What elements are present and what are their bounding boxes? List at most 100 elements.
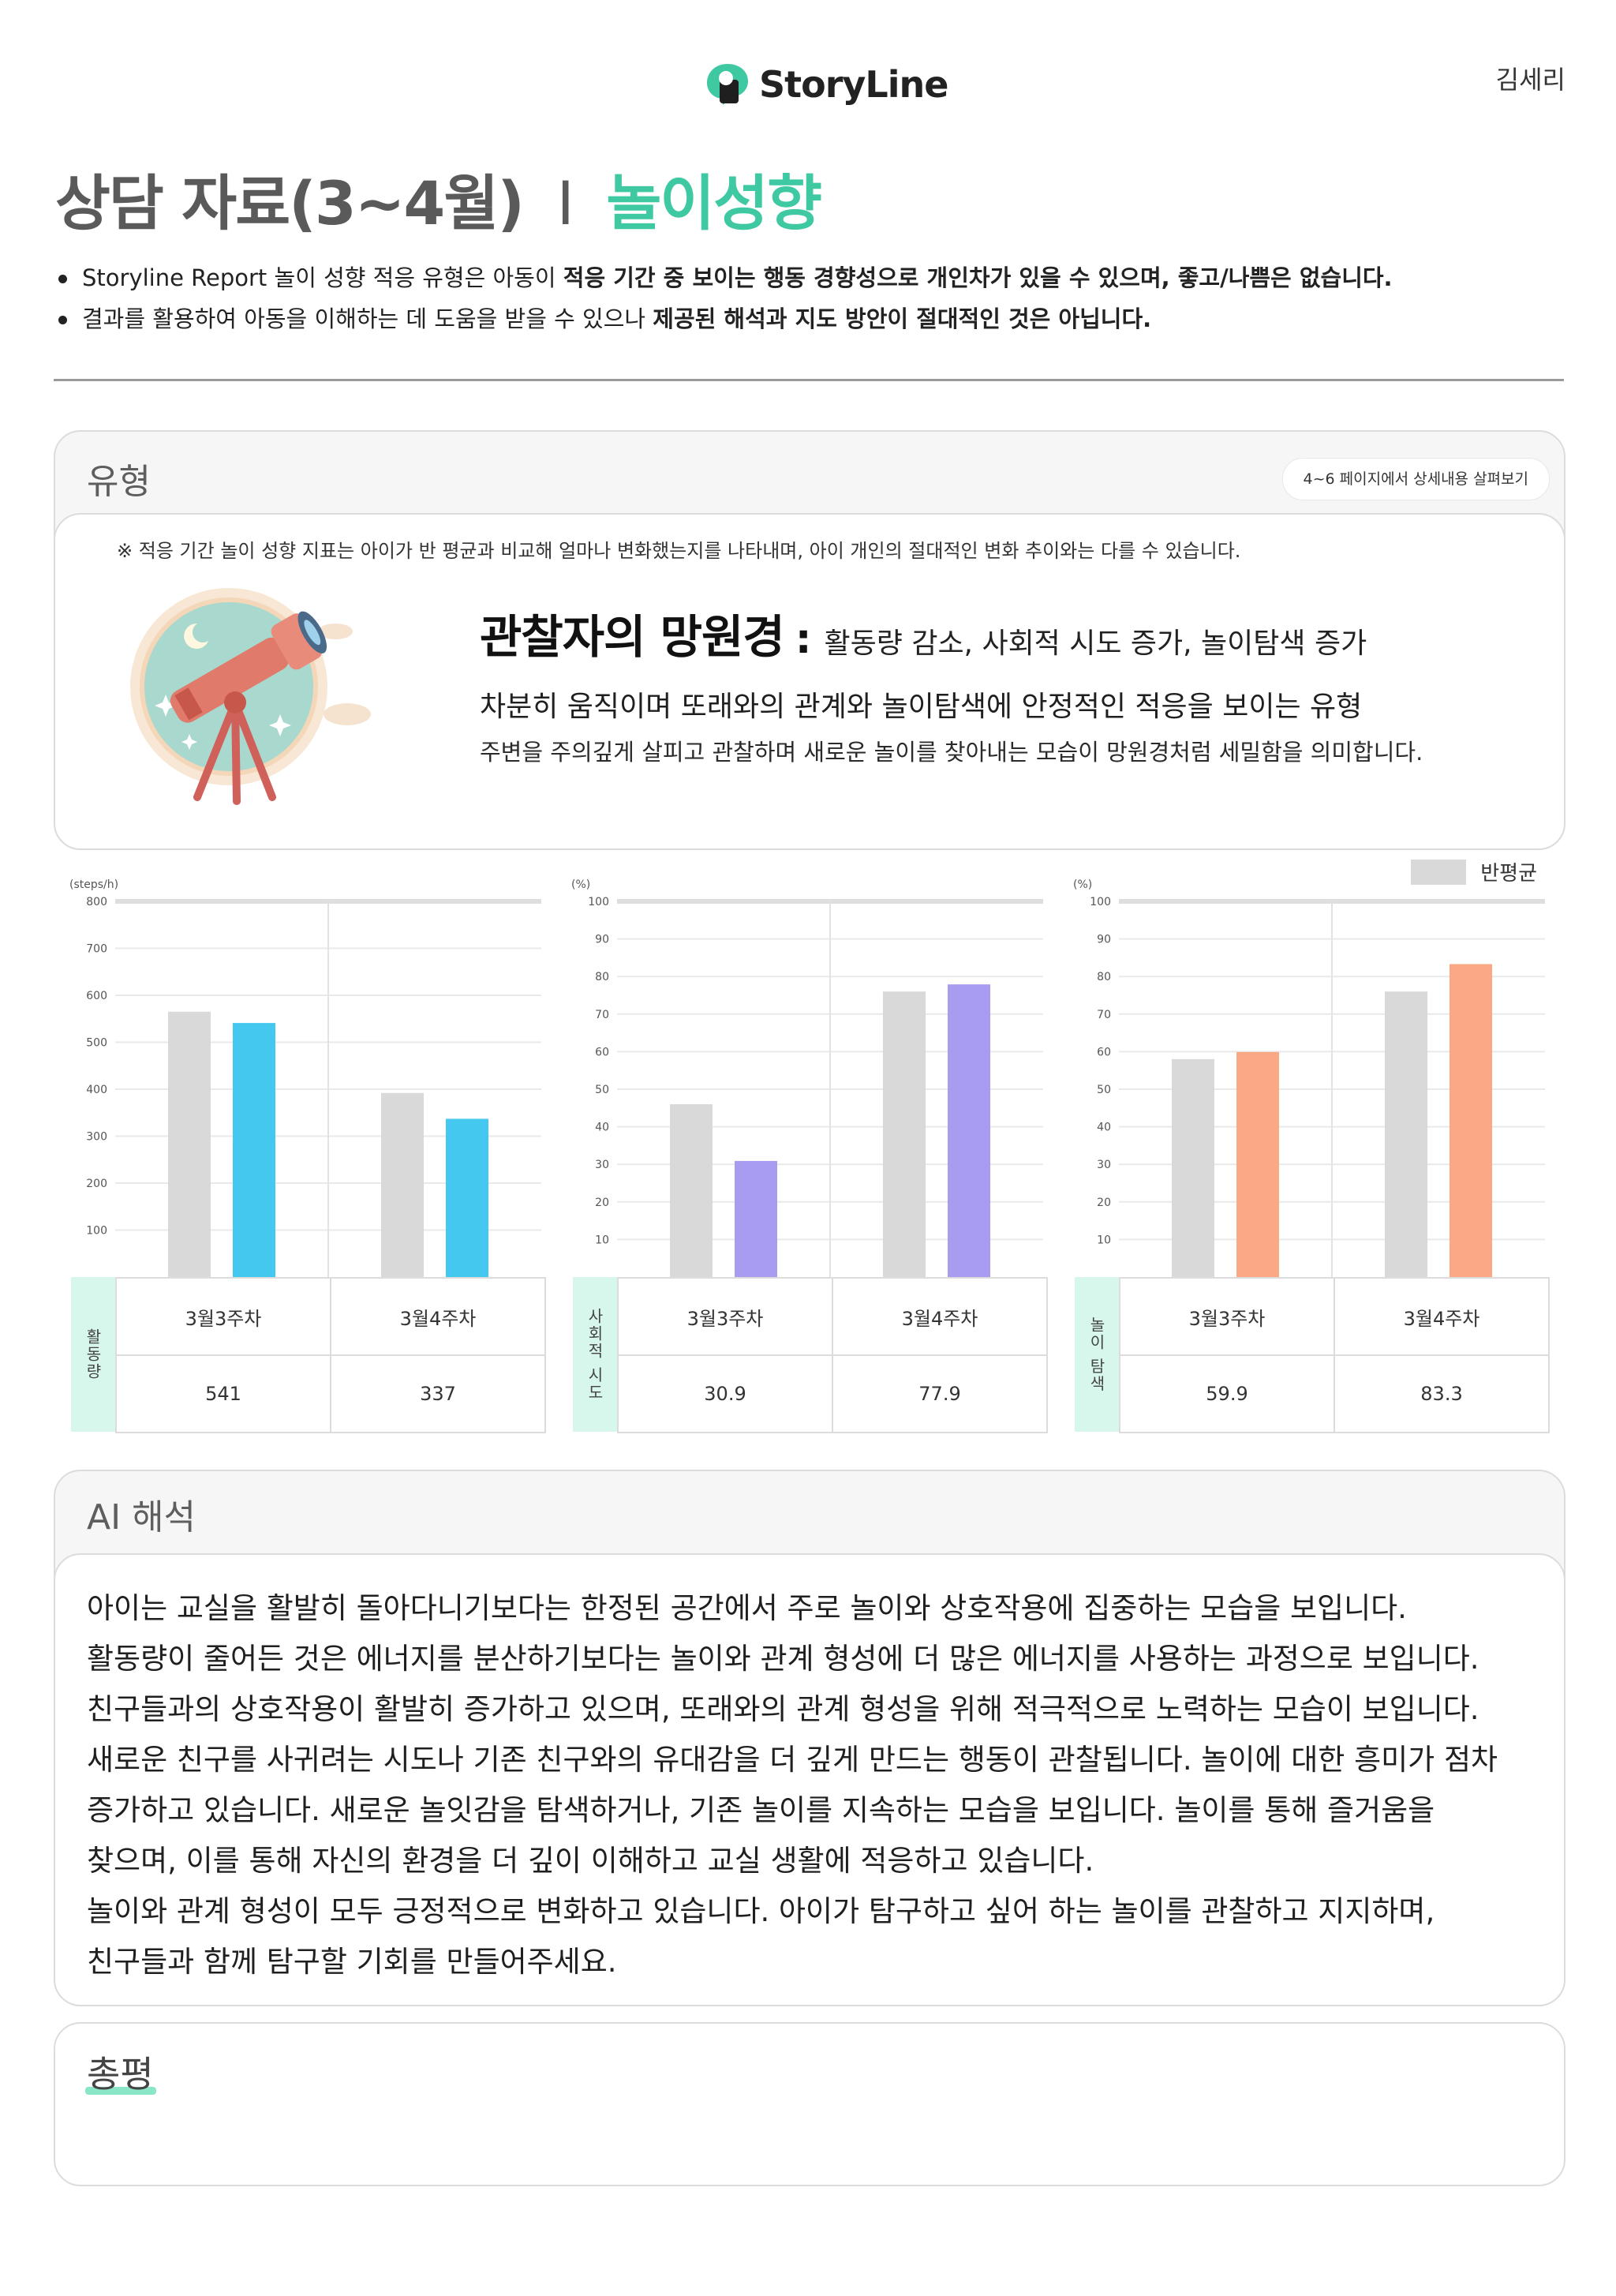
type-description-detail: 주변을 주의깊게 살피고 관찰하며 새로운 놀이를 찾아내는 모습이 망원경처럼…: [480, 739, 1423, 766]
y-tick-label: 40: [1097, 1122, 1111, 1134]
child-value-bar: [735, 1160, 777, 1277]
ai-card-body: [54, 1553, 1566, 2006]
y-tick-label: 400: [86, 1084, 107, 1096]
legend-swatch: [1411, 859, 1467, 885]
play-exploration-chart: (%) 10 20 30 40 50 60 70 80 90 100: [1073, 878, 1545, 1277]
y-tick-label: 70: [1097, 1009, 1111, 1021]
y-tick-label: 30: [1097, 1159, 1111, 1171]
brand-logo[interactable]: StoryLine: [702, 57, 948, 112]
table-row: 3월3주차 3월4주차: [1119, 1277, 1550, 1356]
week-header: 3월4주차: [1334, 1277, 1550, 1356]
type-description: 차분히 움직이며 또래와의 관계와 놀이탐색에 안정적인 적응을 보이는 유형: [480, 691, 1363, 723]
type-heading: 관찰자의 망원경 : 활동량 감소, 사회적 시도 증가, 놀이탐색 증가: [480, 600, 1367, 666]
class-average-bar: [1172, 1058, 1214, 1277]
ai-interpretation-text: 아이는 교실을 활발히 돌아다니기보다는 한정된 공간에서 주로 놀이와 상호작…: [87, 1583, 1547, 1987]
y-tick-label: 300: [86, 1131, 107, 1144]
table-row: 3월3주차 3월4주차: [617, 1277, 1048, 1356]
y-tick-label: 200: [86, 1178, 107, 1190]
child-value-bar: [233, 1023, 275, 1277]
legend-label: 반평균: [1480, 862, 1537, 886]
social-attempt-table: 사회적 시도 3월3주차 3월4주차 30.9 77.9: [573, 1277, 1048, 1433]
row-label: 놀이 탐색: [1087, 1316, 1106, 1393]
storyline-logo-icon: [707, 64, 748, 105]
y-tick-label: 20: [595, 1197, 609, 1209]
type-note: ※ 적응 기간 놀이 성향 지표는 아이가 반 평균과 비교해 얼마나 변화했는…: [117, 540, 1241, 562]
week-header: 3월3주차: [1119, 1277, 1335, 1356]
row-label-cell: 활동량: [71, 1277, 115, 1432]
page-title: 상담 자료(3~4월) I 놀이성향: [55, 155, 822, 242]
page-title-accent: 놀이성향: [606, 168, 822, 238]
summary-title-underline: [85, 2087, 156, 2095]
ai-card-title: AI 해석: [87, 1497, 196, 1538]
ai-line: 증가하고 있습니다. 새로운 놀잇감을 탐색하거나, 기존 놀이를 지속하는 모…: [87, 1793, 1435, 1827]
note-bold-text: 제공된 해석과 지도 방안이 절대적인 것은 아닙니다.: [653, 305, 1152, 332]
value-cell: 337: [330, 1354, 546, 1433]
detail-link-button[interactable]: 4~6 페이지에서 상세내용 살펴보기: [1281, 458, 1550, 500]
page-title-separator: I: [556, 168, 574, 238]
y-tick-label: 90: [595, 934, 609, 946]
summary-card: [54, 2022, 1566, 2186]
axis-unit-label: (%): [1073, 878, 1092, 891]
chart-legend: 반평균: [1411, 857, 1537, 886]
social-attempt-chart: (%) 10 20 30 40 50 60 70 80 90 100: [571, 878, 1043, 1277]
type-separator: :: [795, 616, 812, 663]
y-tick-label: 90: [1097, 934, 1111, 946]
table-row: 30.9 77.9: [617, 1354, 1048, 1433]
y-tick-label: 100: [1090, 896, 1111, 908]
ai-line: 활동량이 줄어든 것은 에너지를 분산하기보다는 놀이와 관계 형성에 더 많은…: [87, 1642, 1479, 1676]
user-name: 김세리: [1495, 65, 1566, 95]
class-average-bar: [883, 991, 926, 1277]
week-header: 3월4주차: [330, 1277, 546, 1356]
ai-line: 놀이와 관계 형성이 모두 긍정적으로 변화하고 있습니다. 아이가 탐구하고 …: [87, 1894, 1435, 1928]
y-tick-label: 10: [595, 1234, 609, 1246]
axis-unit-label: (%): [571, 878, 590, 891]
y-tick-label: 50: [595, 1084, 609, 1096]
y-tick-label: 100: [588, 896, 609, 908]
play-exploration-table: 놀이 탐색 3월3주차 3월4주차 59.9 83.3: [1075, 1277, 1550, 1433]
child-value-bar: [1450, 964, 1492, 1277]
child-value-bar: [1236, 1051, 1279, 1277]
note-plain-text: Storyline Report 놀이 성향 적응 유형은 아동이: [82, 264, 563, 291]
row-label: 사회적 시도: [585, 1307, 604, 1402]
page-title-main: 상담 자료(3~4월): [55, 168, 525, 238]
child-value-bar: [948, 984, 990, 1277]
axis-unit-label: (steps/h): [69, 878, 118, 891]
week-header: 3월4주차: [832, 1277, 1048, 1356]
value-cell: 541: [115, 1354, 331, 1433]
ai-line: 친구들과의 상호작용이 활발히 증가하고 있으며, 또래와의 관계 형성을 위해…: [87, 1692, 1479, 1726]
ai-line: 새로운 친구를 사귀려는 시도나 기존 친구와의 유대감을 더 깊게 만드는 행…: [87, 1743, 1498, 1777]
value-cell: 30.9: [617, 1354, 833, 1433]
header-divider: [54, 379, 1564, 381]
y-tick-label: 800: [86, 896, 107, 908]
row-label: 활동량: [83, 1328, 103, 1380]
y-tick-label: 30: [595, 1159, 609, 1171]
week-header: 3월3주차: [617, 1277, 833, 1356]
telescope-icon: [130, 588, 371, 805]
week-header: 3월3주차: [115, 1277, 331, 1356]
y-tick-label: 60: [595, 1046, 609, 1058]
value-cell: 83.3: [1334, 1354, 1550, 1433]
note-bold-text: 적응 기간 중 보이는 행동 경향성으로 개인차가 있을 수 있으며, 좋고/나…: [563, 264, 1393, 291]
y-tick-label: 50: [1097, 1084, 1111, 1096]
y-tick-label: 60: [1097, 1046, 1111, 1058]
class-average-bar: [670, 1104, 713, 1277]
value-cell: 59.9: [1119, 1354, 1335, 1433]
brand-name: StoryLine: [759, 63, 948, 106]
table-row: 3월3주차 3월4주차: [115, 1277, 546, 1356]
ai-line: 찾으며, 이를 통해 자신의 환경을 더 깊이 이해하고 교실 생활에 적응하고…: [87, 1844, 1094, 1878]
y-tick-label: 40: [595, 1122, 609, 1134]
ai-line: 친구들과 함께 탐구할 기회를 만들어주세요.: [87, 1945, 617, 1979]
class-average-bar: [1385, 991, 1427, 1277]
y-tick-label: 10: [1097, 1234, 1111, 1246]
table-row: 541 337: [115, 1354, 546, 1433]
activity-chart: (steps/h) 100 200 300 400 500 600 700 800: [69, 878, 541, 1277]
summary-title: 총평: [87, 2053, 154, 2096]
class-average-bar: [381, 1092, 424, 1277]
row-label-cell: 놀이 탐색: [1075, 1277, 1119, 1432]
y-tick-label: 700: [86, 943, 107, 956]
activity-table: 활동량 3월3주차 3월4주차 541 337: [71, 1277, 546, 1433]
child-value-bar: [446, 1118, 488, 1277]
y-tick-label: 70: [595, 1009, 609, 1021]
report-notes: Storyline Report 놀이 성향 적응 유형은 아동이 적응 기간 …: [55, 257, 1570, 339]
y-tick-label: 500: [86, 1037, 107, 1050]
